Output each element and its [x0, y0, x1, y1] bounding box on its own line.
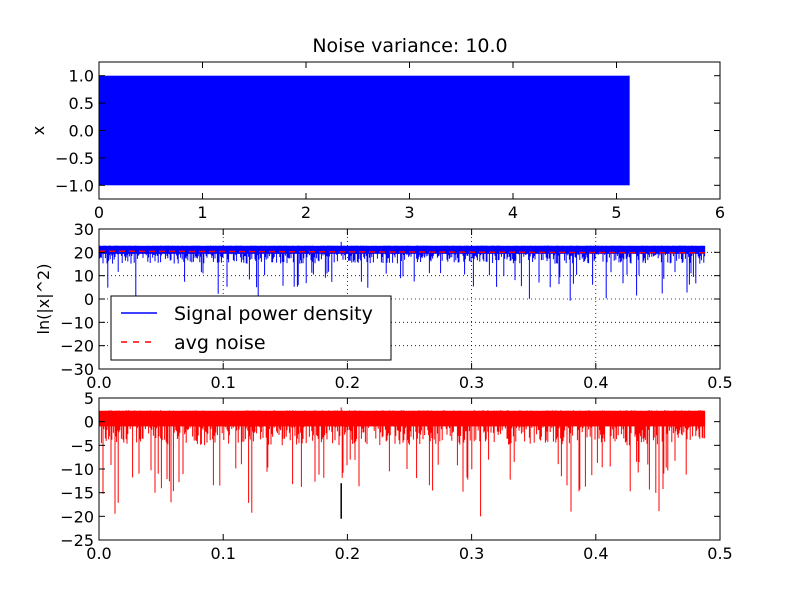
- panel-middle: 0.0 0.1 0.2 0.3 0.4 0.5 −30 −20 −10 0 10 20 30 ln(|x|…: [34, 220, 733, 392]
- x-tick-label: 0.3: [459, 373, 484, 392]
- y-tick-label: −5: [70, 436, 94, 455]
- x-tick-label: 0.4: [583, 544, 608, 563]
- y-tick-label: −15: [60, 484, 94, 503]
- legend: Signal power density avg noise: [110, 295, 392, 361]
- x-tick-label: 3: [404, 203, 414, 222]
- series-top-0: [99, 75, 629, 186]
- x-tick-label: 0.0: [86, 373, 111, 392]
- y-tick-label: −10: [60, 313, 94, 332]
- y-tick-label: 5: [84, 389, 94, 408]
- x-tick-label: 0.1: [210, 373, 235, 392]
- x-tick-label: 4: [508, 203, 518, 222]
- y-tick-label: −10: [60, 460, 94, 479]
- y-tick-label: −25: [60, 531, 94, 550]
- legend-entry-1: avg noise: [174, 332, 266, 354]
- chart-title: Noise variance: 10.0: [312, 35, 507, 57]
- y-tick-label: 10: [74, 267, 94, 286]
- plot-area-bottom: [99, 407, 706, 519]
- y-tick-label: 1.0: [69, 67, 94, 86]
- y-tick-label: −1.0: [55, 176, 94, 195]
- y-tick-label: −30: [60, 360, 94, 379]
- x-tick-label: 0.4: [583, 373, 608, 392]
- series-middle-1: [99, 250, 706, 254]
- y-tick-label: −0.5: [55, 149, 94, 168]
- y-tick-label: −20: [60, 507, 94, 526]
- y-tick-label: 0.5: [69, 94, 94, 113]
- x-tick-label: 6: [715, 203, 725, 222]
- x-tick-label: 1: [197, 203, 207, 222]
- x-tick-label: 0.0: [86, 544, 111, 563]
- panel-bottom: 0.0 0.1 0.2 0.3 0.4 0.5 −25 −20 −15 −10 −5 0 5: [60, 389, 732, 563]
- x-tick-label: 0.5: [707, 373, 732, 392]
- series-bottom-0-band: [99, 410, 706, 427]
- panel-top: 0 1 2 3 4 5 6 −1.0 −0.5 0.0 0.5 1.0 x: [29, 61, 725, 222]
- y-tick-label: 20: [74, 243, 94, 262]
- y-tick-label: 0: [84, 413, 94, 432]
- x-tick-label: 2: [301, 203, 311, 222]
- x-tick-label: 0.5: [707, 544, 732, 563]
- y-tick-label: 0: [84, 290, 94, 309]
- y-tick-label: 30: [74, 220, 94, 239]
- x-tick-label: 0.2: [335, 373, 360, 392]
- panels: 0 1 2 3 4 5 6 −1.0 −0.5 0.0 0.5 1.0 x 0.0 0.1 0.2 0.3 0.4…: [29, 61, 733, 563]
- x-tick-label: 0.2: [335, 544, 360, 563]
- x-tick-label: 0.3: [459, 544, 484, 563]
- x-tick-label: 0: [94, 203, 104, 222]
- legend-entry-0: Signal power density: [174, 303, 373, 325]
- x-tick-label: 0.1: [210, 544, 235, 563]
- series-middle-0-band: [99, 245, 706, 254]
- y-tick-label: 0.0: [69, 122, 94, 141]
- y-axis-label-top: x: [29, 126, 48, 135]
- y-axis-label-middle: ln(|x|^2): [34, 264, 53, 335]
- y-tick-label: −20: [60, 337, 94, 356]
- x-tick-label: 5: [611, 203, 621, 222]
- legend-box: [110, 295, 392, 361]
- plot-area-top: [99, 75, 630, 186]
